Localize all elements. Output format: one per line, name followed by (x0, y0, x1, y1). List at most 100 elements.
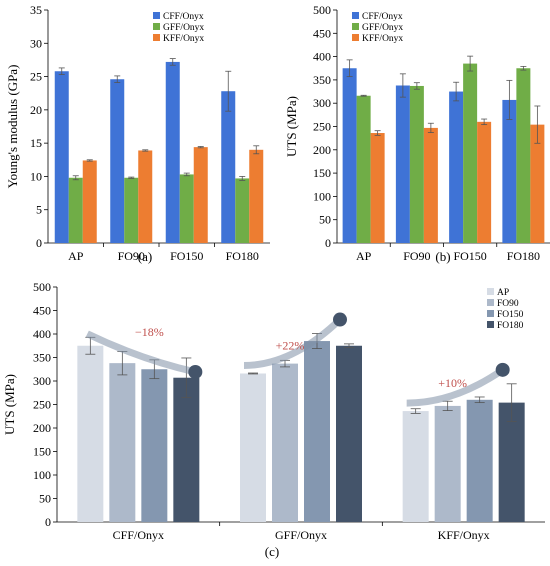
legend-label: KFF/Onyx (362, 34, 403, 44)
chart-panel-c: 0 50 100 150 200 250 300 350 400 450 500 UTS (MPa) C… (2, 280, 545, 559)
bar-a-0-0 (54, 71, 69, 243)
y-tick-label: 150 (313, 166, 331, 180)
legend-label: CFF/Onyx (163, 12, 204, 22)
x-tick-label: AP (68, 249, 84, 263)
y-tick-label: 25 (30, 70, 42, 84)
bar-a-1-1 (124, 177, 139, 243)
y-tick-label: 0 (36, 236, 42, 250)
bar-b-1-0 (356, 95, 371, 243)
trend-arrow (406, 366, 505, 407)
legend-swatch (352, 12, 359, 19)
x-tick-label: FO150 (453, 249, 486, 263)
legend-label: GFF/Onyx (163, 23, 204, 33)
bar-b-0-2 (449, 91, 464, 243)
y-tick-label: 400 (313, 50, 331, 64)
chart-panel-a: 0 5 10 15 20 25 30 35 Young's modulus (GPa) AP FO9… (5, 3, 270, 264)
bar-a-1-0 (68, 177, 83, 243)
y-tick-label: 500 (33, 280, 51, 294)
chart-panel-b: 0 50 100 150 200 250 300 350 400 450 500 UTS (MPa) A… (284, 3, 550, 264)
legend-swatch (487, 299, 494, 306)
bar-a-2-2 (193, 147, 208, 243)
bar-a-1-2 (179, 174, 194, 243)
legend-swatch (487, 288, 494, 295)
y-tick-label: 50 (319, 213, 331, 227)
bar-b-2-1 (423, 127, 438, 243)
bar-b-0-0 (342, 68, 357, 243)
y-tick-label: 50 (39, 492, 51, 506)
x-tick-label: FO150 (170, 249, 203, 263)
legend-label: AP (497, 288, 509, 298)
bar-b-2-2 (477, 121, 492, 243)
y-axis-label: Young's modulus (GPa) (5, 65, 20, 189)
trend-arrow-head (333, 312, 347, 327)
x-tick-label: AP (356, 249, 372, 263)
bar-c-3-1 (336, 345, 362, 522)
bar-b-1-3 (516, 68, 531, 243)
y-tick-label: 450 (313, 26, 331, 40)
legend-label: GFF/Onyx (362, 23, 403, 33)
y-tick-label: 100 (313, 189, 331, 203)
legend-swatch (352, 34, 359, 41)
panel-label: (c) (265, 544, 279, 559)
bar-c-1-0 (109, 363, 136, 522)
y-tick-label: 5 (36, 203, 42, 217)
bar-a-2-1 (138, 150, 153, 243)
x-tick-label: KFF/Onyx (438, 528, 490, 542)
legend-swatch (153, 34, 160, 41)
legend-swatch (153, 12, 160, 19)
bar-c-1-2 (434, 405, 461, 522)
trend-annotation: −18% (135, 325, 164, 339)
x-tick-label: FO90 (118, 249, 145, 263)
y-tick-label: 250 (33, 398, 51, 412)
y-tick-label: 0 (325, 236, 331, 250)
legend-swatch (487, 321, 494, 328)
y-tick-label: 400 (33, 327, 51, 341)
bar-c-0-0 (77, 345, 104, 522)
bar-c-3-0 (173, 377, 200, 522)
y-tick-label: 10 (30, 169, 42, 183)
x-tick-label: FO90 (403, 249, 430, 263)
y-tick-label: 35 (30, 3, 42, 17)
bar-c-2-0 (141, 369, 168, 522)
bar-b-0-1 (395, 85, 410, 243)
bar-b-1-1 (409, 85, 424, 243)
x-tick-label: GFF/Onyx (275, 528, 327, 542)
legend-swatch (352, 23, 359, 30)
y-tick-label: 500 (313, 3, 331, 17)
bar-a-0-1 (110, 79, 125, 243)
trend-annotation: +10% (438, 376, 467, 390)
y-tick-label: 30 (30, 36, 42, 50)
y-tick-label: 350 (33, 351, 51, 365)
y-tick-label: 200 (33, 421, 51, 435)
bar-a-0-2 (165, 61, 180, 243)
y-tick-label: 15 (30, 136, 42, 150)
bar-b-1-2 (463, 63, 478, 244)
legend-swatch (487, 310, 494, 317)
x-tick-label: FO180 (226, 249, 259, 263)
y-axis-label: UTS (MPa) (2, 374, 17, 435)
y-tick-label: 200 (313, 143, 331, 157)
y-tick-label: 20 (30, 103, 42, 117)
y-tick-label: 250 (313, 120, 331, 134)
y-tick-label: 450 (33, 304, 51, 318)
bar-c-2-2 (466, 399, 493, 522)
trend-arrow-head (495, 362, 510, 377)
y-tick-label: 350 (313, 73, 331, 87)
trend-arrow-head (188, 364, 203, 379)
trend-arrow (85, 330, 197, 376)
legend-swatch (153, 23, 160, 30)
panel-label: (b) (435, 249, 450, 264)
bar-a-2-3 (249, 149, 264, 243)
x-tick-label: FO180 (507, 249, 540, 263)
bar-b-2-0 (370, 133, 385, 243)
y-axis-label: UTS (MPa) (284, 96, 299, 157)
y-tick-label: 150 (33, 445, 51, 459)
bar-b-2-3 (530, 124, 545, 243)
legend-label: CFF/Onyx (362, 12, 403, 22)
bar-a-1-3 (235, 178, 250, 243)
y-tick-label: 300 (313, 96, 331, 110)
y-tick-label: 300 (33, 374, 51, 388)
panel-label: (a) (138, 249, 152, 264)
bar-c-1-1 (272, 363, 298, 522)
